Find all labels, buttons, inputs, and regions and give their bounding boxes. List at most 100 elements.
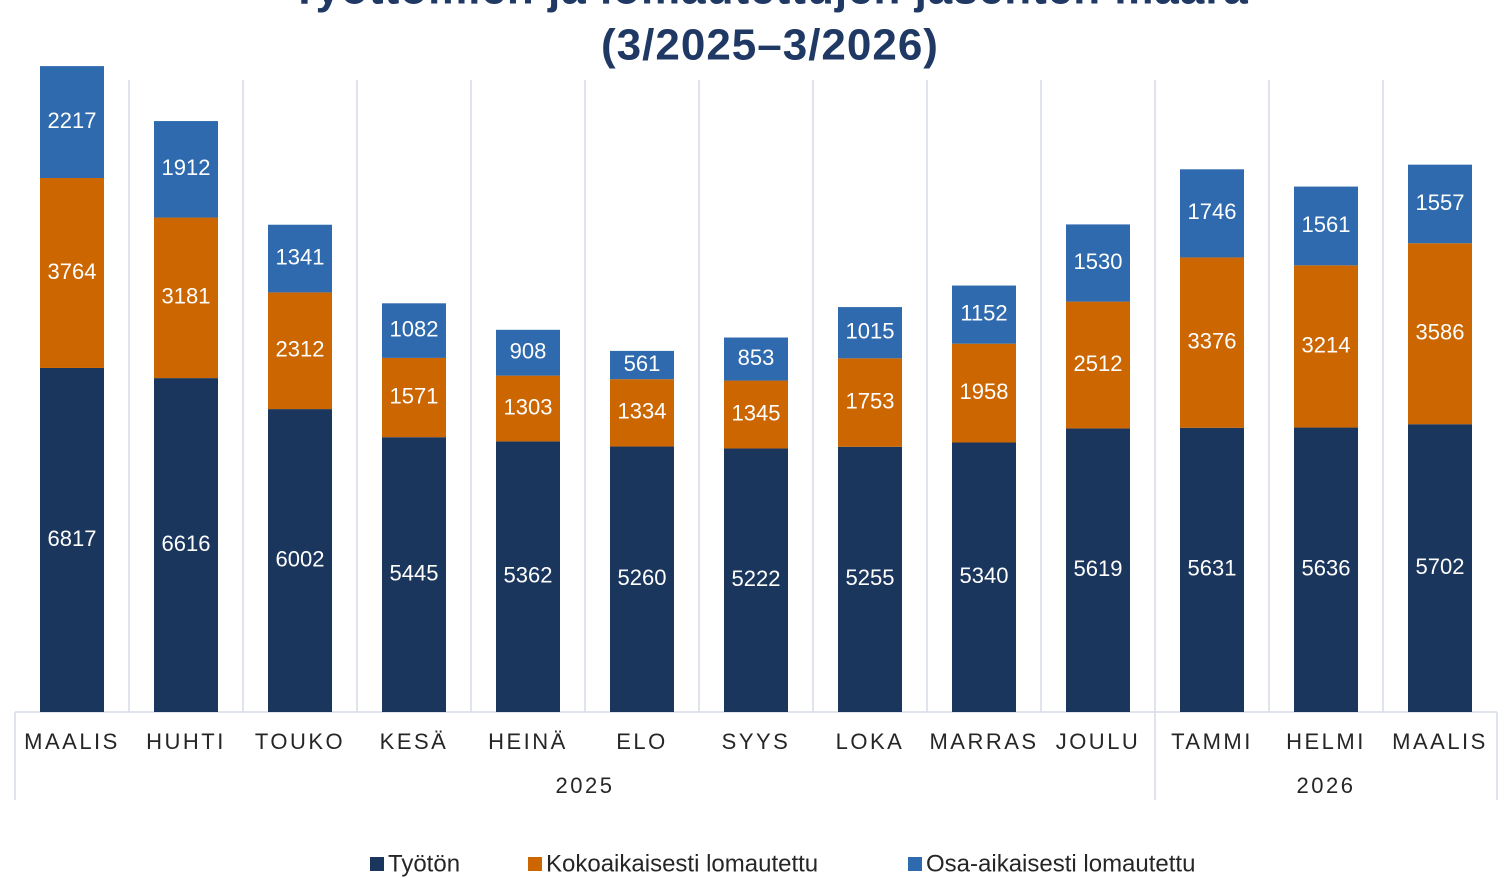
bar-segment <box>1066 428 1130 712</box>
x-tick-label: HEINÄ <box>488 729 568 754</box>
bar-segment <box>40 177 104 368</box>
data-label: 5255 <box>846 565 895 590</box>
bar-segment <box>952 442 1016 712</box>
data-label: 1530 <box>1074 249 1123 274</box>
data-label: 5260 <box>618 565 667 590</box>
legend-label: Osa-aikaisesti lomautettu <box>926 850 1195 877</box>
bar-segment <box>1294 186 1358 266</box>
data-label: 2312 <box>276 337 325 362</box>
bar-segment <box>838 358 902 447</box>
legend-swatch <box>370 857 384 871</box>
data-label: 1015 <box>846 319 895 344</box>
data-label: 5362 <box>504 563 553 588</box>
data-label: 6616 <box>162 531 211 556</box>
bar-segment <box>154 217 218 379</box>
data-label: 853 <box>738 345 775 370</box>
data-label: 2512 <box>1074 351 1123 376</box>
bar-segment <box>1066 224 1130 302</box>
bar-segment <box>1408 164 1472 244</box>
data-label: 3181 <box>162 284 211 309</box>
bar-segment <box>952 343 1016 443</box>
bar-segment <box>40 66 104 178</box>
x-tick-label: TOUKO <box>255 729 345 754</box>
bar-segment <box>1408 243 1472 425</box>
data-label: 1334 <box>618 399 667 424</box>
data-label: 1746 <box>1188 199 1237 224</box>
x-tick-label: ELO <box>616 729 668 754</box>
bar-segment <box>1408 424 1472 712</box>
bar-segment <box>1066 301 1130 429</box>
bar-segment <box>154 378 218 712</box>
data-label: 1557 <box>1416 190 1465 215</box>
bar-segment <box>268 409 332 712</box>
bar-segment <box>382 357 446 438</box>
bar-segment <box>154 121 218 218</box>
bar-segment <box>724 380 788 449</box>
x-tick-label: MAALIS <box>1392 729 1488 754</box>
data-label: 3764 <box>48 259 97 284</box>
data-label: 5636 <box>1302 556 1351 581</box>
data-label: 1561 <box>1302 212 1351 237</box>
data-label: 1303 <box>504 394 553 419</box>
x-tick-label: HELMI <box>1286 729 1366 754</box>
bar-segment <box>610 379 674 447</box>
data-label: 1753 <box>846 388 895 413</box>
x-tick-label: JOULU <box>1056 729 1141 754</box>
bar-segment <box>1294 427 1358 712</box>
bar-segment <box>1180 427 1244 712</box>
legend-swatch <box>908 857 922 871</box>
legend-label: Kokoaikaisesti lomautettu <box>546 850 818 877</box>
data-label: 6817 <box>48 526 97 551</box>
data-label: 6002 <box>276 546 325 571</box>
bar-segment <box>268 292 332 410</box>
data-label: 1082 <box>390 316 439 341</box>
data-label: 5222 <box>732 566 781 591</box>
bar-segment <box>1180 169 1244 258</box>
data-label: 561 <box>624 351 661 376</box>
data-label: 1345 <box>732 400 781 425</box>
bar-segment <box>610 350 674 380</box>
x-tick-label: LOKA <box>836 729 905 754</box>
bar-segment <box>496 375 560 442</box>
data-label: 1571 <box>390 383 439 408</box>
data-label: 3214 <box>1302 332 1351 357</box>
bar-segment <box>496 329 560 376</box>
bar-segment <box>952 285 1016 344</box>
bar-segment <box>382 303 446 358</box>
chart-title: Työttömien ja lomautettujen jäsenten mää… <box>291 0 1249 14</box>
data-label: 5445 <box>390 560 439 585</box>
legend-label: Työtön <box>388 850 460 877</box>
data-label: 1152 <box>960 300 1007 325</box>
bar-segment <box>382 437 446 712</box>
legend-swatch <box>528 857 542 871</box>
bar-segment <box>838 446 902 712</box>
data-label: 908 <box>510 339 547 364</box>
bar-segment <box>496 441 560 712</box>
x-tick-label: TAMMI <box>1171 729 1253 754</box>
x-tick-label: KESÄ <box>380 729 449 754</box>
data-label: 1341 <box>276 244 325 269</box>
data-label: 1958 <box>960 379 1009 404</box>
x-tick-label: MAALIS <box>24 729 120 754</box>
bar-segment <box>1180 257 1244 428</box>
data-label: 5702 <box>1416 554 1465 579</box>
bar-segment <box>40 367 104 712</box>
data-label: 5619 <box>1074 556 1123 581</box>
data-label: 3586 <box>1416 320 1465 345</box>
bar-segment <box>724 337 788 381</box>
x-tick-label: MARRAS <box>929 729 1038 754</box>
bar-segment <box>838 307 902 359</box>
data-label: 3376 <box>1188 328 1237 353</box>
data-label: 5631 <box>1188 556 1237 581</box>
x-tick-label: HUHTI <box>146 729 226 754</box>
bar-segment <box>724 448 788 712</box>
bar-segment <box>268 224 332 293</box>
chart-title: (3/2025–3/2026) <box>601 21 939 70</box>
data-label: 1912 <box>162 155 211 180</box>
group-label: 2025 <box>556 773 615 798</box>
data-label: 2217 <box>48 108 97 133</box>
data-label: 5340 <box>960 563 1009 588</box>
bar-segment <box>1294 265 1358 428</box>
group-label: 2026 <box>1297 773 1356 798</box>
